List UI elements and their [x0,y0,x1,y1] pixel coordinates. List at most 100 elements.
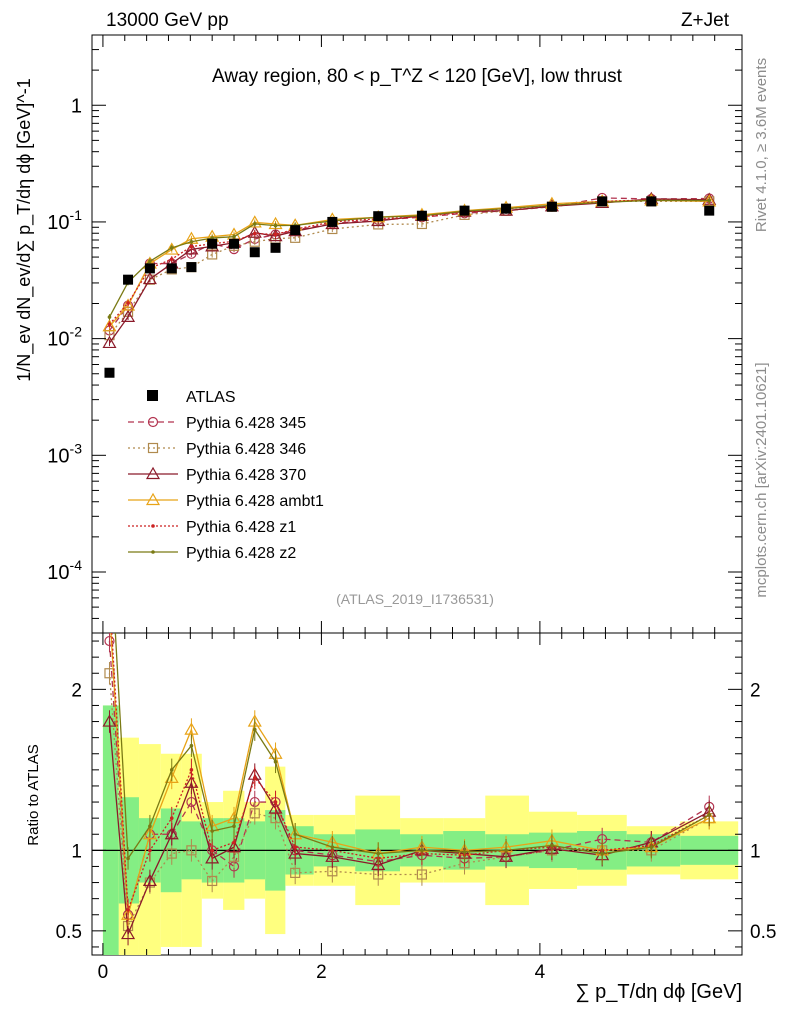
series-line [108,199,710,325]
mcplots-credit-label: mcplots.cern.ch [arXiv:2401.10621] [753,362,770,597]
legend-marker [147,416,159,428]
series-marker [121,309,136,322]
ratio-y-axis-label: Ratio to ATLAS [25,744,42,845]
series-ratio-marker [121,926,136,940]
x-axis-label: ∑ p_T/dη dϕ [GeV] [575,981,742,1003]
ratio-tick-label-left: 1 [71,841,82,862]
series-ratio-marker [290,867,301,878]
ratio-tick-label-right: 2 [750,680,761,701]
series-ratio-marker [186,845,197,856]
series-ratio-marker [148,848,152,853]
series-marker [273,232,278,237]
legend-marker [151,524,155,528]
series-marker [142,271,157,285]
atlas-data-point [290,225,301,236]
series-marker [121,298,136,311]
ratio-plot-area [92,591,742,955]
legend-marker [145,466,161,480]
series-ratio-marker [330,845,335,849]
series-marker [107,315,112,319]
series-marker [189,244,194,249]
series-ratio-marker [164,827,179,840]
series-marker [247,225,262,238]
ratio-tick-label-right: 0.5 [750,922,776,943]
main-panel-frame [91,34,743,634]
series-ratio-marker [148,824,152,828]
series-marker [102,335,117,349]
series-ratio-marker [169,816,174,820]
series-marker [169,257,174,261]
atlas-data-point [646,196,657,207]
series-ratio-marker [707,813,712,817]
series-5-main [107,197,712,321]
series-ratio-marker [273,800,278,804]
atlas-data-point [166,263,177,274]
series-ratio-marker [142,873,157,887]
series-ratio-marker [273,760,278,764]
atlas-data-point [123,274,134,285]
series-ratio-marker [232,840,236,845]
legend-marker [147,442,159,454]
series-ratio-marker [184,722,199,735]
y-axis-label: 1/N_ev dN_ev/d∑ p_T/dη dϕ [GeV]^-1 [14,78,35,382]
x-tick-label: 0 [98,962,109,983]
series-marker [252,222,257,226]
legend-atlas-label: ATLAS [186,389,236,406]
atlas-data-point [597,196,608,207]
series-ratio-marker [205,851,220,864]
series-ratio-marker [108,591,112,595]
process-label: Z+Jet [681,10,730,31]
series-marker [707,198,712,203]
series-marker [148,259,152,264]
legend-label: Pythia 6.428 370 [186,467,306,484]
series-marker [268,228,283,242]
atlas-data-point [501,203,512,214]
legend: ATLAS Pythia 6.428 345 Pythia 6.428 346 Pyt… [128,389,324,562]
legend-marker [151,550,155,554]
series-5-ratio [114,633,712,870]
atlas-data-point [144,263,155,274]
ratio-tick-label-left: 0.5 [56,922,82,943]
series-marker [164,242,179,255]
series-marker [144,274,155,285]
series-marker [189,239,194,244]
legend-atlas-marker [147,390,158,401]
series-ratio-marker [207,875,218,887]
series-ratio-marker [189,743,194,748]
series-ratio-marker [252,727,257,732]
series-ratio-marker [104,635,115,647]
series-ratio-marker [210,829,214,833]
series-ratio-marker [649,845,654,849]
series-ratio-marker [416,869,428,880]
atlas-data-point [416,210,427,221]
series-ratio-marker [252,776,257,780]
atlas-data-point [229,238,240,249]
series-line [108,198,710,344]
series-ratio-marker [420,848,424,853]
series-ratio-marker [600,851,604,856]
series-ratio-marker [142,827,157,840]
series-ratio-marker [249,808,260,819]
series-ratio-marker [166,848,177,859]
series-ratio-marker [126,856,130,861]
series-ratio-marker [550,843,554,848]
y-tick-label: 1 [71,95,82,117]
series-line [108,200,710,336]
series-marker [126,301,130,305]
analysis-id: (ATLAS_2019_I1736531) [336,591,494,607]
atlas-data-point [270,242,281,253]
atlas-data-point [373,211,384,222]
rivet-version-label: Rivet 4.1.0, ≥ 3.6M events [753,58,770,232]
legend-marker [145,492,161,506]
series-line [108,199,710,327]
series-ratio-marker [504,848,508,853]
legend-label: Pythia 6.428 ambt1 [186,493,324,510]
series-ratio-marker [189,768,194,772]
series-ratio-marker [102,714,117,727]
chart-title: Away region, 80 < p_T^Z < 120 [GeV], low… [212,66,623,87]
atlas-data-point [704,205,715,216]
atlas-data-point [249,247,260,258]
series-marker [207,249,218,260]
atlas-data-point [459,205,470,216]
